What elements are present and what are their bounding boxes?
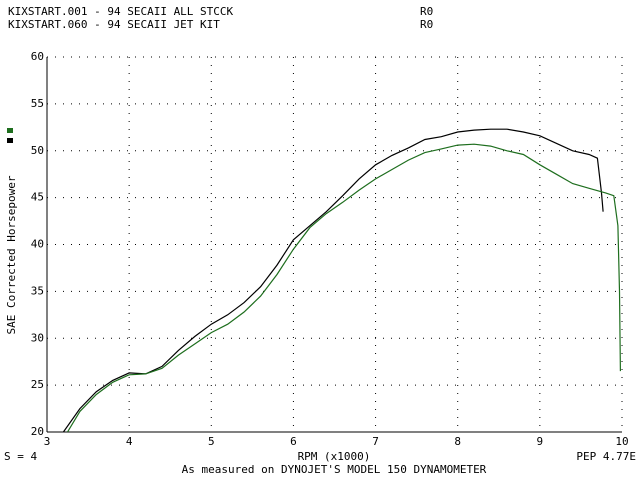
header-line: KIXSTART.060 - 94 SECAII JET KIT [8, 18, 220, 31]
plot-area [62, 128, 621, 432]
y-tick-label: 20 [31, 425, 44, 438]
x-tick-label: 9 [537, 435, 544, 448]
header-run: R0 [420, 5, 433, 18]
series-line [66, 143, 621, 432]
series-line [62, 128, 604, 432]
x-tick-label: 10 [615, 435, 628, 448]
y-tick-label: 45 [31, 191, 44, 204]
x-tick-label: 3 [44, 435, 51, 448]
y-tick-label: 50 [31, 144, 44, 157]
header-run: R0 [420, 18, 433, 31]
y-tick-label: 25 [31, 378, 44, 391]
smoothing-note: S = 4 [4, 450, 37, 463]
x-tick-label: 8 [454, 435, 461, 448]
footnote: As measured on DYNOJET'S MODEL 150 DYNAM… [182, 463, 487, 476]
y-tick-label: 30 [31, 331, 44, 344]
x-tick-label: 4 [126, 435, 133, 448]
x-tick-label: 5 [208, 435, 215, 448]
y-axis-label: SAE Corrected Horsepower [5, 175, 18, 334]
y-tick-label: 60 [31, 50, 44, 63]
y-tick-label: 55 [31, 97, 44, 110]
y-tick-label: 40 [31, 238, 44, 251]
legend-swatch [7, 128, 13, 133]
x-axis-label: RPM (x1000) [298, 450, 371, 463]
legend-swatch [7, 138, 13, 143]
y-tick-label: 35 [31, 284, 44, 297]
corner-note: PEP 4.77E [576, 450, 636, 463]
x-tick-label: 7 [372, 435, 379, 448]
x-tick-label: 6 [290, 435, 297, 448]
header-line: KIXSTART.001 - 94 SECAII ALL STCCK [8, 5, 234, 18]
